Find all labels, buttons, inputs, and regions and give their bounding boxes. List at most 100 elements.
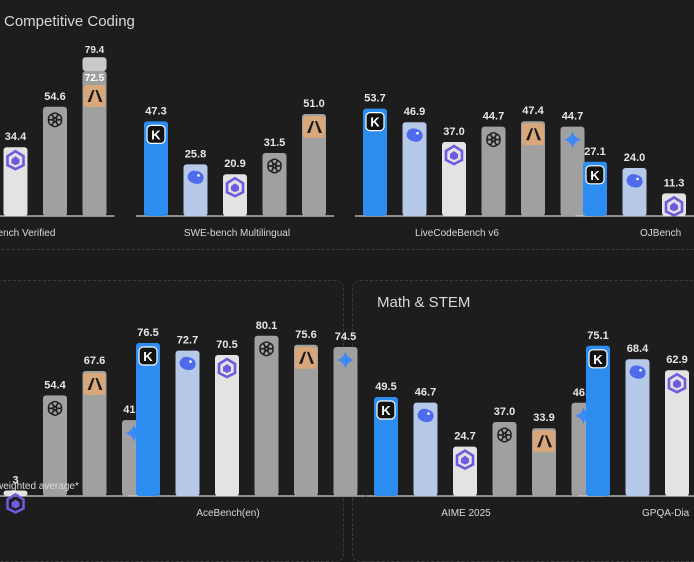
chart-title: bench Verified (0, 228, 55, 239)
bar (215, 355, 239, 496)
anthropic-icon (522, 123, 544, 146)
chart-title: OJBench (640, 228, 681, 239)
deepseek-icon (187, 170, 204, 184)
bar (294, 344, 318, 496)
data-label: 46.9 (404, 106, 425, 118)
data-label: 70.5 (216, 339, 237, 351)
bar (144, 121, 168, 216)
data-label: 76.5 (137, 327, 158, 339)
kimi-icon: K (585, 165, 605, 185)
kimi-icon: K (376, 400, 396, 420)
bar (43, 106, 67, 216)
data-label: 25.8 (185, 148, 206, 160)
svg-text:K: K (143, 349, 153, 364)
openai-icon (497, 427, 512, 443)
qwen-icon (455, 449, 475, 471)
data-label: 44.7 (562, 111, 583, 123)
bar (492, 422, 517, 496)
bar (333, 347, 358, 496)
svg-text:K: K (151, 127, 161, 142)
data-label: 37.0 (494, 406, 515, 418)
deepseek-icon (179, 356, 196, 371)
svg-text:K: K (381, 403, 391, 418)
data-label: 68.4 (627, 343, 649, 355)
data-label: 74.5 (335, 331, 356, 343)
chart-6: 76.5 K 72.7 70.5 80.1 75.6 74.5 AceBench(en) (128, 320, 366, 519)
bar (363, 108, 387, 216)
chart-title: AIME 2025 (441, 508, 491, 519)
chart-title: SWE-bench Multilingual (184, 228, 290, 239)
chart-title: weighted average* (0, 481, 79, 492)
data-label: 79.4 (85, 45, 105, 56)
deepseek-icon (629, 365, 646, 379)
data-label: 11.3 (664, 177, 685, 189)
svg-text:K: K (590, 168, 600, 183)
gemini-icon (336, 351, 355, 369)
bar (665, 370, 689, 496)
bar (374, 397, 398, 496)
bar (453, 446, 477, 496)
chart-1: 34.4 54.6 79.4 72.5 bench Verified (0, 45, 115, 239)
qwen-icon (444, 144, 464, 166)
kimi-icon: K (365, 111, 385, 132)
data-label: 34.4 (5, 131, 27, 143)
bar (43, 395, 67, 496)
anthropic-icon (303, 116, 325, 138)
data-label: 62.9 (666, 354, 687, 366)
data-label: 67.6 (84, 355, 105, 367)
deepseek-icon (417, 408, 434, 423)
data-label: 51.0 (303, 98, 324, 110)
openai-icon (47, 400, 63, 416)
data-label: 24.7 (454, 431, 475, 443)
openai-icon (267, 158, 282, 174)
bar (82, 71, 107, 216)
chart-title: AceBench(en) (196, 508, 259, 519)
bar (82, 370, 107, 496)
data-label: 75.1 (587, 330, 608, 342)
data-label: 53.7 (364, 93, 385, 105)
data-label: 54.6 (44, 91, 65, 103)
data-label: 75.6 (295, 329, 316, 341)
openai-icon (486, 132, 501, 148)
section-title-competitive-coding: Competitive Coding (4, 13, 135, 30)
bar (625, 359, 650, 496)
bar (3, 147, 28, 216)
bar-extension (82, 57, 107, 71)
bar (254, 335, 279, 496)
data-label: 20.9 (224, 158, 245, 170)
data-label: 31.5 (264, 137, 285, 149)
bar (413, 402, 438, 496)
openai-icon (47, 112, 63, 128)
data-label: 72.7 (177, 335, 198, 347)
qwen-icon (225, 176, 245, 198)
gemini-icon (574, 406, 593, 425)
benchmark-charts: 34.4 54.6 79.4 72.5 bench Verified 47.3 K 25.8 2… (0, 45, 694, 519)
gemini-icon (125, 424, 143, 443)
kimi-icon: K (588, 349, 608, 369)
openai-icon (259, 341, 274, 357)
deepseek-icon (406, 128, 423, 142)
bar (586, 345, 610, 496)
chart-title: GPQA-Dia (642, 508, 690, 519)
anthropic-icon (83, 85, 106, 107)
anthropic-icon (533, 430, 555, 453)
qwen-icon (6, 149, 25, 171)
bar (560, 126, 585, 216)
qwen-icon (664, 195, 684, 217)
chart-2: 47.3 K 25.8 20.9 31.5 51.0 SWE-bench Multiling… (136, 98, 334, 239)
data-label: 47.3 (145, 105, 166, 117)
qwen-icon (667, 372, 687, 394)
data-label: 46.7 (415, 387, 436, 399)
kimi-icon: K (138, 346, 158, 366)
kimi-icon: K (146, 124, 166, 145)
bar (175, 350, 200, 496)
svg-text:K: K (370, 115, 380, 130)
qwen-icon (6, 492, 25, 514)
gemini-icon (563, 130, 582, 149)
data-label: 72.5 (85, 73, 105, 84)
data-label: 80.1 (256, 320, 277, 332)
